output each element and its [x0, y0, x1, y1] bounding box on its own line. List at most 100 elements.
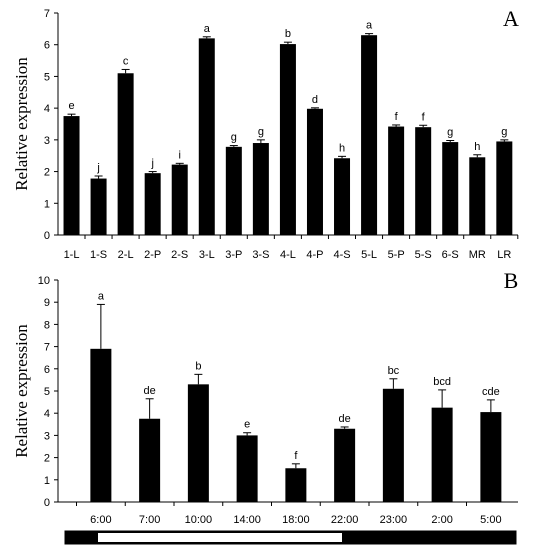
a-bar	[306, 108, 323, 235]
b-significance-label: bc	[388, 365, 400, 377]
a-bar	[225, 146, 242, 235]
a-bar	[415, 127, 432, 235]
a-y-tick-label: 2	[44, 167, 50, 179]
a-category-label: 1-L	[64, 249, 80, 261]
a-category-label: 4-S	[333, 249, 350, 261]
chart-panel-a: 0 1 2 3 4 5 6 7 e 1-L j 1-S c 2-L j 2-P i 2-S a 3-L g 3-P g 3-S…	[12, 6, 519, 261]
a-significance-label: e	[68, 100, 74, 112]
b-significance-label: f	[294, 450, 298, 462]
a-y-tick-label: 0	[44, 230, 50, 242]
a-significance-label: i	[178, 149, 180, 161]
b-significance-label: cde	[482, 386, 500, 398]
a-significance-label: f	[395, 111, 399, 123]
b-bar	[90, 348, 112, 502]
b-y-tick-label: 9	[44, 297, 50, 309]
a-significance-label: j	[150, 158, 153, 170]
b-bar	[236, 435, 258, 502]
b-y-tick-label: 1	[44, 475, 50, 487]
b-bar	[187, 384, 209, 502]
b-significance-label: b	[195, 360, 201, 372]
b-significance-label: de	[144, 385, 156, 397]
b-y-tick-label: 4	[44, 408, 50, 420]
a-bar	[117, 73, 134, 235]
b-y-tick-label: 8	[44, 319, 50, 331]
a-category-label: 2-S	[171, 249, 188, 261]
photoperiod-light-segment	[98, 533, 342, 542]
b-category-label: 23:00	[380, 514, 408, 526]
b-panel-label: B	[504, 268, 519, 293]
b-category-label: 10:00	[185, 514, 213, 526]
a-significance-label: b	[285, 28, 291, 40]
a-bar	[496, 141, 513, 235]
a-bar	[198, 38, 215, 235]
a-category-label: 2-L	[118, 249, 134, 261]
a-significance-label: c	[123, 55, 129, 67]
a-category-label: 6-S	[442, 249, 459, 261]
a-panel-label: A	[503, 6, 519, 31]
a-y-axis-title: Relative expression	[12, 57, 31, 191]
b-significance-label: bcd	[433, 376, 451, 388]
b-significance-label: de	[339, 413, 351, 425]
a-category-label: 2-P	[144, 249, 161, 261]
b-bar	[285, 468, 307, 502]
a-category-label: 1-S	[90, 249, 107, 261]
b-bar	[382, 388, 404, 502]
a-significance-label: g	[231, 132, 237, 144]
a-y-tick-label: 6	[44, 40, 50, 52]
a-significance-label: f	[422, 111, 426, 123]
a-category-label: 3-L	[199, 249, 215, 261]
b-y-axis-title: Relative expression	[12, 324, 31, 458]
a-significance-label: h	[474, 141, 480, 153]
a-category-label: MR	[469, 249, 486, 261]
a-significance-label: a	[366, 20, 373, 32]
b-category-label: 6:00	[90, 514, 111, 526]
a-category-label: 3-S	[252, 249, 269, 261]
b-y-tick-label: 5	[44, 386, 50, 398]
a-category-label: 4-P	[306, 249, 323, 261]
a-category-label: 5-S	[415, 249, 432, 261]
b-category-label: 5:00	[480, 514, 501, 526]
b-y-tick-label: 6	[44, 364, 50, 376]
a-category-label: LR	[497, 249, 511, 261]
b-category-label: 18:00	[282, 514, 310, 526]
b-category-label: 14:00	[233, 514, 261, 526]
b-bar	[480, 412, 502, 502]
photoperiod-bar	[64, 530, 517, 545]
chart-panel-b: 0 1 2 3 4 5 6 7 8 9 10 a 6:00 de 7:00 b 10:00 e 14:00 f 18:0…	[12, 268, 518, 526]
b-y-tick-label: 10	[38, 275, 50, 287]
a-y-tick-label: 3	[44, 135, 50, 147]
a-y-tick-label: 5	[44, 71, 50, 83]
b-category-label: 2:00	[431, 514, 452, 526]
b-y-tick-label: 0	[44, 497, 50, 509]
a-bar	[388, 126, 405, 235]
a-bar	[144, 173, 161, 235]
a-significance-label: a	[204, 23, 211, 35]
b-y-tick-label: 2	[44, 453, 50, 465]
a-category-label: 3-P	[225, 249, 242, 261]
a-significance-label: h	[339, 142, 345, 154]
a-category-label: 5-L	[361, 249, 377, 261]
a-category-label: 4-L	[280, 249, 296, 261]
b-bar	[334, 428, 356, 502]
a-category-label: 5-P	[388, 249, 405, 261]
a-bar	[469, 157, 486, 235]
a-y-tick-label: 1	[44, 198, 50, 210]
b-bar	[431, 407, 453, 502]
b-significance-label: a	[98, 290, 105, 302]
a-bar	[442, 142, 459, 235]
b-y-tick-label: 3	[44, 430, 50, 442]
a-bar	[90, 178, 107, 235]
b-category-label: 22:00	[331, 514, 359, 526]
a-significance-label: g	[447, 126, 453, 138]
b-category-label: 7:00	[139, 514, 160, 526]
a-significance-label: g	[501, 126, 507, 138]
b-y-tick-label: 7	[44, 342, 50, 354]
b-significance-label: e	[244, 419, 250, 431]
a-bar	[334, 158, 351, 235]
a-bar	[361, 35, 378, 236]
a-y-tick-label: 4	[44, 103, 50, 115]
a-significance-label: d	[312, 94, 318, 106]
a-significance-label: g	[258, 126, 264, 138]
a-y-tick-label: 7	[44, 8, 50, 20]
